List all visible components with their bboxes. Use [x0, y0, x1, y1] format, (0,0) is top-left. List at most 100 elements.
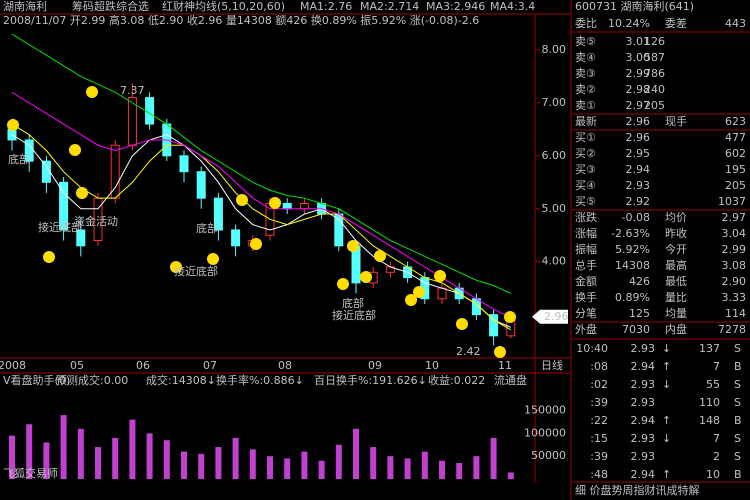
annotation: 底部	[342, 296, 364, 310]
y-tick-label: 100000	[524, 426, 566, 439]
tick-side: B	[734, 360, 742, 373]
candle-body	[110, 144, 120, 199]
volume-bar	[43, 442, 50, 479]
quote-cell: 2.97	[626, 99, 651, 112]
smiley-icon	[413, 286, 425, 298]
tick-side: S	[734, 396, 741, 409]
tick-time: :48	[590, 468, 608, 481]
quote-cell: 2.92	[626, 195, 651, 208]
tick-time: :39	[590, 450, 608, 463]
ma-label: MA1:2.76	[300, 0, 352, 13]
tick-volume: 55	[706, 378, 720, 391]
tick-time: :22	[590, 414, 608, 427]
volume-bar	[129, 419, 136, 479]
footer-label: 飞狐交易师	[3, 466, 58, 480]
quote-cell: 昨收	[665, 226, 687, 240]
tick-price: 2.93	[631, 342, 656, 355]
smiley-icon	[434, 270, 446, 282]
smiley-icon	[374, 250, 386, 262]
quote-cell: 内盘	[665, 322, 687, 336]
quote-cell: 现手	[665, 114, 687, 128]
quote-cell: -2.63%	[611, 227, 650, 240]
smiley-icon	[76, 187, 88, 199]
quote-cell: 426	[629, 275, 650, 288]
quote-cell: 涨幅	[575, 227, 597, 240]
title-bar	[572, 0, 750, 14]
quote-cell: 均量	[665, 307, 687, 320]
candle-body	[231, 229, 241, 247]
x-label: 06	[136, 359, 150, 372]
quote-cell: 委比	[575, 17, 597, 30]
quote-cell: 10.24%	[608, 17, 650, 30]
quote-cell: 114	[725, 307, 746, 320]
candle-body	[76, 229, 86, 247]
quote-cell: 振幅	[575, 242, 597, 256]
tick-price: 2.94	[631, 414, 656, 427]
smiley-icon	[7, 119, 19, 131]
smiley-icon	[456, 318, 468, 330]
quote-cell: 买①	[575, 131, 596, 144]
volume-bar	[163, 440, 170, 479]
tick-side: B	[734, 468, 742, 481]
y-tick-label: 6.00	[542, 149, 567, 162]
y-tick-label: 5.00	[542, 202, 567, 215]
quote-cell: 外盘	[575, 322, 597, 336]
volume-bar	[95, 447, 101, 479]
quote-cell: 602	[725, 147, 746, 160]
quote-cell: 205	[644, 99, 665, 112]
volume-bar	[490, 437, 497, 479]
ma-line	[11, 33, 512, 294]
volume-bar	[353, 428, 359, 479]
x-label: 09	[368, 359, 382, 372]
volume-bar	[9, 435, 15, 479]
quote-cell: 2.93	[626, 179, 651, 192]
tick-time: :39	[590, 396, 608, 409]
quote-cell: 3.01	[626, 35, 651, 48]
quote-cell: 477	[725, 131, 746, 144]
quote-cell: 126	[644, 35, 665, 48]
smiley-icon	[405, 294, 417, 306]
volume-bar	[198, 453, 205, 479]
tick-side: S	[734, 342, 741, 355]
quote-cell: 0.89%	[615, 291, 650, 304]
quote-cell: 786	[644, 67, 665, 80]
volume-bar	[387, 456, 394, 479]
candle-body	[282, 202, 292, 210]
x-label: 11	[498, 359, 512, 372]
quote-cell: 今开	[665, 242, 687, 256]
ma-label: MA3:2.946	[426, 0, 485, 13]
tick-price: 2.93	[631, 450, 656, 463]
ma-label: MA4:3.4	[490, 0, 535, 13]
quote-cell: 金额	[575, 274, 597, 288]
tick-volume: 110	[699, 396, 720, 409]
quote-cell: 卖③	[575, 67, 596, 80]
volume-info: V看盘助手(0)	[3, 373, 70, 387]
quote-cell: 买④	[575, 179, 596, 192]
quote-cell: 3.33	[722, 291, 747, 304]
quote-cell: 2.96	[626, 115, 651, 128]
tick-price: 2.94	[631, 468, 656, 481]
volume-bar	[335, 444, 342, 479]
quote-cell: 1037	[718, 195, 746, 208]
tick-price: 2.93	[631, 396, 656, 409]
ma-line	[11, 123, 512, 331]
quote-cell: 买②	[575, 147, 596, 160]
quote-cell: 240	[644, 83, 665, 96]
quote-cell: -0.08	[622, 211, 650, 224]
smiley-icon	[494, 346, 506, 358]
period-label: 日线	[541, 358, 563, 372]
quote-cell: 2.98	[626, 83, 651, 96]
volume-info: 预测成交:0.00	[56, 373, 128, 387]
tick-side: S	[734, 450, 741, 463]
volume-info: 流通盘	[494, 373, 527, 387]
tick-arrow: ↑	[662, 468, 671, 481]
tick-volume: 7	[713, 360, 720, 373]
quote-cell: 3.08	[722, 259, 747, 272]
smiley-icon	[347, 240, 359, 252]
y-tick-label: 8.00	[542, 43, 567, 56]
smiley-icon	[360, 271, 372, 283]
tick-volume: 10	[706, 468, 720, 481]
volume-bar	[249, 449, 256, 479]
candle-body	[437, 287, 447, 300]
tick-price: 2.94	[631, 360, 656, 373]
